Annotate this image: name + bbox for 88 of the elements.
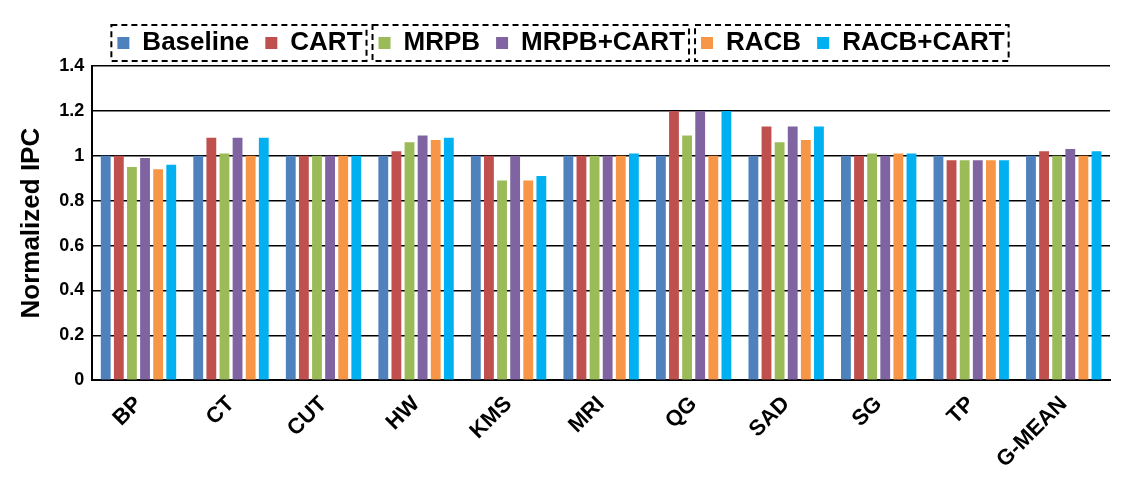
bar xyxy=(127,167,137,380)
x-tick-label: QG xyxy=(659,390,702,433)
bar xyxy=(470,155,481,380)
bar xyxy=(510,155,521,380)
bar xyxy=(602,155,613,380)
bar xyxy=(312,155,322,380)
y-tick-label: 0.6 xyxy=(59,234,85,255)
bar xyxy=(100,155,111,380)
bar xyxy=(1078,155,1089,380)
bar xyxy=(721,110,732,380)
bar xyxy=(814,126,824,380)
bar xyxy=(1091,151,1102,380)
bar xyxy=(854,155,864,380)
bar xyxy=(338,155,349,380)
bar xyxy=(841,155,851,380)
bar xyxy=(946,160,957,380)
bar xyxy=(972,160,983,380)
bar xyxy=(628,153,639,380)
bar xyxy=(497,180,507,380)
bar xyxy=(774,142,785,380)
bar xyxy=(589,155,600,380)
bar xyxy=(893,153,904,380)
bar xyxy=(484,155,494,380)
bar xyxy=(378,155,389,380)
bar xyxy=(443,137,454,380)
x-tick-label: SG xyxy=(846,390,887,431)
bar xyxy=(959,160,970,380)
bar xyxy=(563,155,574,380)
bar xyxy=(906,153,917,380)
y-tick-label: 1.2 xyxy=(59,99,85,120)
x-tick-label: HW xyxy=(380,390,425,435)
legend-label: CART xyxy=(290,26,363,57)
bar xyxy=(800,140,811,380)
bar xyxy=(748,155,759,380)
x-tick-label: TP xyxy=(941,390,980,429)
y-tick-label: 0.2 xyxy=(59,324,85,345)
bar xyxy=(298,155,309,380)
bar xyxy=(153,169,164,380)
bar xyxy=(655,155,666,380)
bar xyxy=(867,153,878,380)
bar xyxy=(933,155,944,380)
bar xyxy=(1026,155,1036,380)
bar xyxy=(391,151,402,380)
bar xyxy=(682,135,692,380)
bar xyxy=(708,155,719,380)
bar xyxy=(245,155,256,380)
x-tick-label: MRI xyxy=(562,390,609,437)
bar xyxy=(430,140,441,380)
bar xyxy=(695,110,706,380)
bar xyxy=(880,155,891,380)
bar xyxy=(523,180,534,380)
bar xyxy=(1039,151,1049,380)
bar xyxy=(576,155,587,380)
y-tick-label: 1 xyxy=(74,144,85,165)
bar xyxy=(1052,155,1063,380)
bar xyxy=(232,137,243,380)
bar xyxy=(404,142,415,380)
bar xyxy=(985,160,996,380)
legend-label: MRPB xyxy=(403,26,481,57)
bar xyxy=(206,137,217,380)
bar xyxy=(615,155,626,380)
y-tick-label: 1.4 xyxy=(59,54,85,75)
bar xyxy=(417,135,428,380)
bar xyxy=(113,155,124,380)
bar xyxy=(219,153,230,380)
y-tick-label: 0.4 xyxy=(59,279,85,300)
bar xyxy=(669,110,679,380)
bar xyxy=(258,137,269,380)
bar xyxy=(536,175,547,380)
bar xyxy=(351,155,362,380)
y-axis-title: Normalized IPC xyxy=(14,127,45,319)
y-tick-label: 0 xyxy=(74,369,85,390)
y-tick-label: 0.8 xyxy=(59,189,85,210)
bar xyxy=(166,164,177,380)
bar xyxy=(761,126,772,380)
bar xyxy=(285,155,296,380)
legend-label: RACB+CART xyxy=(842,26,1005,57)
bar xyxy=(1065,149,1076,380)
bar xyxy=(193,155,204,380)
x-tick-label: BP xyxy=(107,390,147,431)
bar xyxy=(787,126,798,380)
bar xyxy=(999,160,1009,380)
bar xyxy=(325,155,336,380)
x-tick-label: CT xyxy=(200,390,240,430)
legend-label: Baseline xyxy=(142,26,250,57)
bar xyxy=(140,158,150,380)
legend-label: RACB xyxy=(726,26,802,57)
legend-label: MRPB+CART xyxy=(521,26,686,57)
